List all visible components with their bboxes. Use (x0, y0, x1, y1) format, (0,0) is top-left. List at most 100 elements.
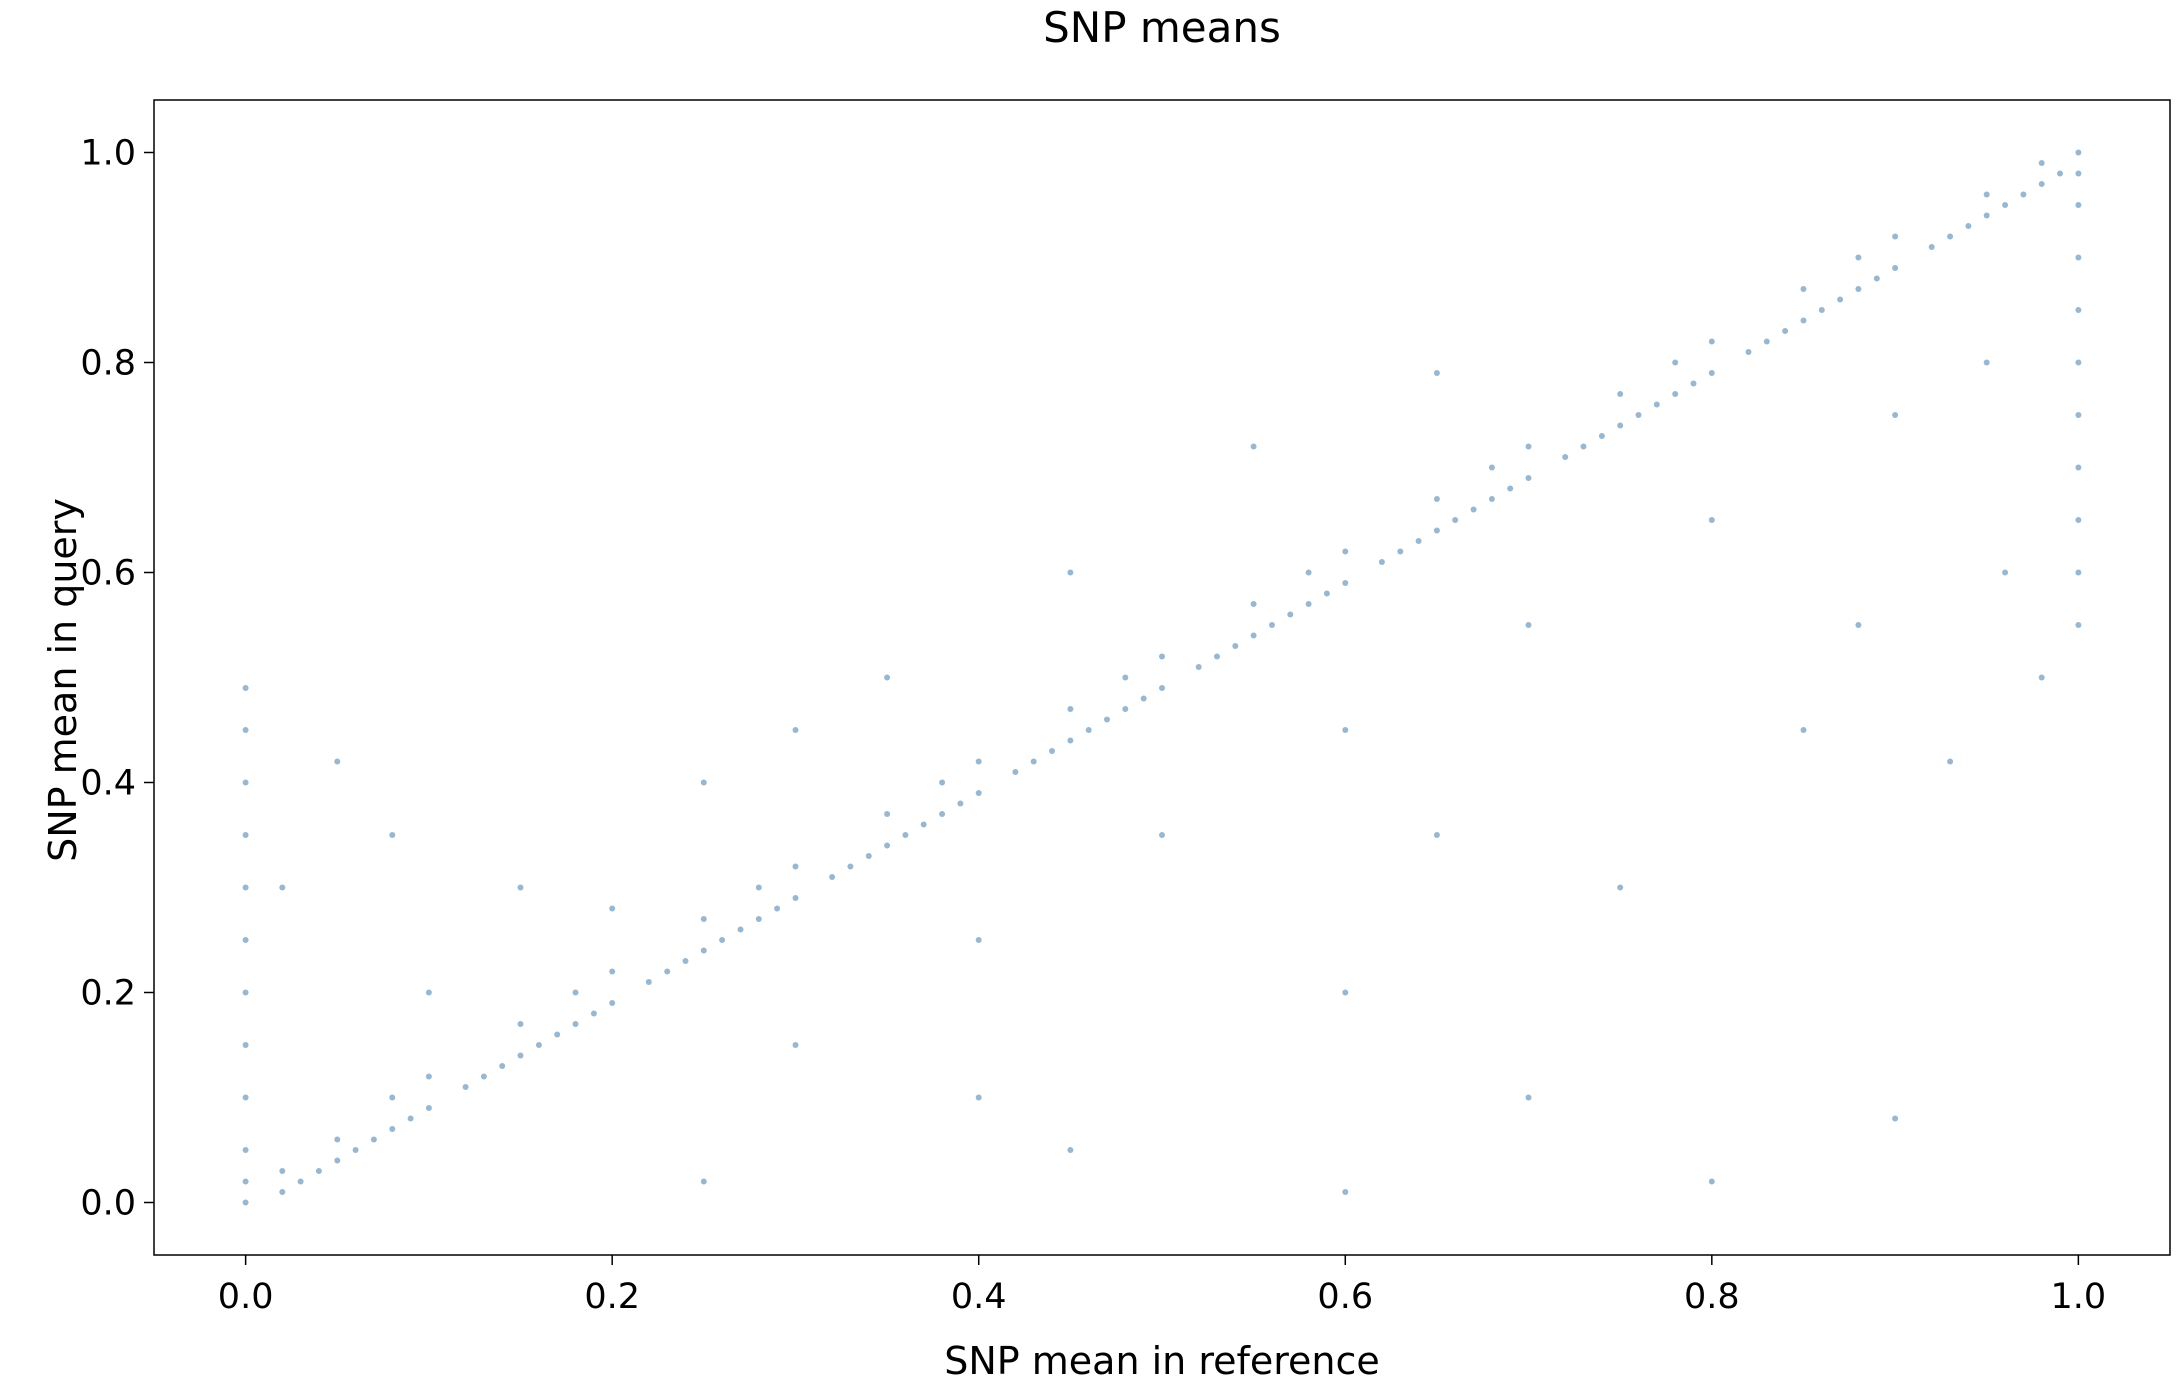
data-point (920, 821, 927, 828)
x-axis-ticks: 0.0 0.2 0.4 0.6 0.8 1.0 (218, 1255, 2106, 1317)
data-point (407, 1115, 414, 1122)
data-point (334, 758, 341, 765)
data-point (1012, 769, 1019, 775)
data-point (1049, 748, 1055, 754)
data-point (884, 811, 891, 817)
data-point (2075, 464, 2082, 471)
data-point (1562, 454, 1569, 460)
data-point (499, 1063, 506, 1069)
data-point (792, 863, 799, 870)
data-point (315, 1168, 322, 1174)
y-tick-label: 0.0 (80, 1184, 136, 1224)
data-point (1947, 758, 1954, 765)
data-point (1782, 328, 1789, 334)
data-point (572, 1021, 579, 1027)
data-point (572, 989, 579, 996)
data-point (664, 968, 671, 975)
data-point (792, 895, 799, 901)
data-point (1488, 464, 1495, 471)
data-point (389, 1126, 396, 1132)
data-point (609, 968, 616, 975)
data-point (1342, 1189, 1349, 1195)
y-tick-label: 0.4 (80, 764, 136, 804)
y-tick-label: 0.8 (80, 344, 136, 384)
x-tick-label: 0.2 (584, 1277, 640, 1317)
data-point (755, 884, 762, 891)
data-point (1672, 391, 1679, 397)
data-point (1507, 485, 1514, 492)
data-point (1030, 758, 1037, 765)
data-point (2075, 622, 2082, 628)
data-point (279, 884, 286, 891)
data-point (1892, 265, 1899, 271)
data-point (884, 674, 891, 681)
data-point (700, 1178, 707, 1185)
data-point (737, 926, 744, 933)
data-point (939, 779, 946, 786)
data-point (242, 727, 249, 733)
data-point (1342, 580, 1349, 586)
data-point (242, 1199, 249, 1206)
data-point (1067, 569, 1074, 576)
data-point (1598, 433, 1605, 439)
data-point (1378, 559, 1385, 565)
data-point (1470, 506, 1477, 513)
data-point (334, 1157, 341, 1164)
data-point (1323, 590, 1330, 597)
data-point (242, 1094, 249, 1101)
data-point (1342, 727, 1349, 733)
data-point (1983, 359, 1990, 366)
data-point (1525, 475, 1532, 481)
data-point (1617, 884, 1624, 891)
data-point (1067, 1147, 1074, 1153)
data-point (2075, 202, 2082, 208)
data-point (425, 1073, 432, 1080)
data-point (517, 1021, 524, 1027)
data-point (1250, 443, 1257, 450)
data-point (1653, 401, 1660, 408)
data-point (1617, 391, 1624, 397)
data-point (1708, 338, 1715, 345)
data-point (884, 842, 891, 849)
data-point (242, 832, 249, 838)
data-point (792, 727, 799, 733)
data-point (480, 1073, 487, 1080)
data-point (1525, 443, 1532, 450)
plot-frame (153, 99, 2171, 1256)
data-point (554, 1031, 561, 1038)
data-point (1837, 296, 1844, 303)
x-tick-label: 0.8 (1684, 1277, 1740, 1317)
data-point (1269, 622, 1275, 628)
data-point (279, 1189, 286, 1195)
data-point (242, 937, 249, 943)
data-point (1983, 191, 1990, 198)
data-point (389, 832, 396, 838)
y-axis-label: SNP mean in query (41, 498, 85, 862)
data-point (957, 800, 964, 807)
data-point (1397, 548, 1404, 555)
data-point (1855, 622, 1862, 628)
data-point (1580, 443, 1587, 450)
data-point (1488, 496, 1495, 502)
data-point (590, 1010, 597, 1017)
data-point (242, 989, 249, 996)
data-point (1745, 349, 1752, 355)
y-tick-label: 1.0 (80, 134, 136, 174)
data-point (1855, 286, 1862, 292)
data-point (1708, 370, 1715, 376)
data-point (2075, 517, 2082, 523)
y-tick-label: 0.6 (80, 554, 136, 594)
data-point (1965, 223, 1972, 229)
x-tick-label: 0.0 (218, 1277, 274, 1317)
data-point (1159, 653, 1165, 660)
data-points (242, 149, 2082, 1206)
data-point (242, 1147, 249, 1153)
data-point (1708, 517, 1715, 523)
data-point (297, 1178, 304, 1185)
data-point (2075, 307, 2082, 313)
data-point (847, 863, 854, 870)
data-point (939, 811, 946, 817)
data-point (774, 905, 781, 912)
x-tick-label: 0.6 (1317, 1277, 1373, 1317)
data-point (792, 1042, 799, 1048)
